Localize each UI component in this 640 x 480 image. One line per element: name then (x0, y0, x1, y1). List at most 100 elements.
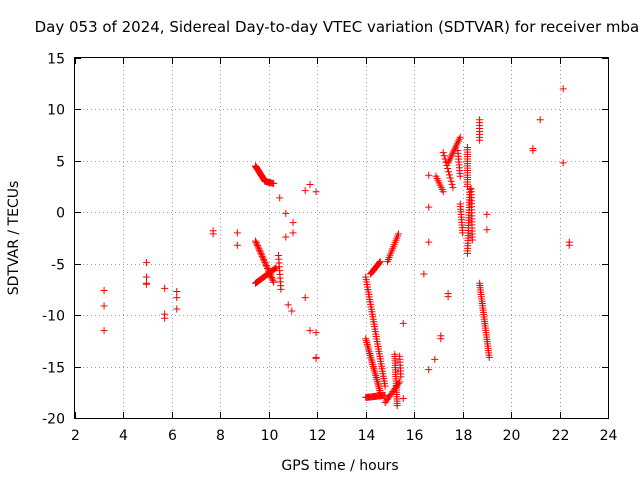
y-tick-label: -20 (42, 412, 65, 428)
data-point (268, 275, 276, 283)
x-tick-label: 4 (119, 428, 128, 444)
x-tick-label: 20 (503, 428, 521, 444)
data-point (373, 375, 381, 383)
data-point (447, 177, 455, 185)
x-tick-label: 24 (600, 428, 618, 444)
data-point (368, 359, 376, 367)
data-point (264, 265, 272, 273)
data-point (173, 287, 181, 295)
data-point (456, 133, 464, 141)
data-point (362, 335, 370, 343)
data-point (559, 159, 567, 167)
data-point (301, 294, 309, 302)
data-point (270, 179, 278, 187)
data-point (252, 239, 260, 247)
data-point (260, 255, 268, 263)
data-point (476, 136, 484, 144)
y-tick-label: 15 (47, 52, 65, 68)
y-tick-label: -10 (42, 309, 65, 325)
data-point (209, 230, 217, 238)
data-point (259, 254, 267, 262)
data-point (445, 168, 453, 176)
data-point (559, 85, 567, 93)
data-point (367, 353, 375, 361)
data-point (100, 286, 108, 294)
x-tick-label: 8 (216, 428, 225, 444)
data-point (370, 364, 378, 372)
x-tick-label: 16 (406, 428, 424, 444)
data-point (233, 241, 241, 249)
data-point (282, 233, 290, 241)
data-point (425, 238, 433, 246)
data-point (366, 351, 374, 359)
x-axis-label: GPS time / hours (281, 458, 398, 474)
data-point (261, 258, 269, 266)
data-point (399, 394, 407, 402)
data-point (456, 172, 464, 180)
data-point (142, 273, 150, 281)
data-point (374, 379, 382, 387)
data-point (270, 278, 278, 286)
data-point (365, 346, 373, 354)
data-point (255, 245, 263, 253)
y-axis-label: SDTVAR / TECUs (6, 181, 22, 296)
data-point (142, 280, 150, 288)
data-point (276, 194, 284, 202)
data-point (448, 180, 456, 188)
data-point (254, 242, 262, 250)
data-point (444, 293, 452, 301)
data-point (173, 305, 181, 313)
data-point (366, 350, 374, 358)
data-point (269, 277, 277, 285)
data-point (393, 402, 401, 410)
x-tick-label: 14 (358, 428, 376, 444)
data-point (440, 152, 448, 160)
plot-frame (74, 57, 609, 419)
data-point (374, 381, 382, 389)
data-point (425, 203, 433, 211)
data-point (449, 184, 457, 192)
data-point (397, 373, 405, 381)
data-point (263, 263, 271, 271)
chart-title: Day 053 of 2024, Sidereal Day-to-day VTE… (35, 18, 640, 36)
y-tick-label: -5 (51, 258, 65, 274)
data-point (565, 241, 573, 249)
data-point (463, 249, 471, 257)
data-point (161, 284, 169, 292)
data-point (256, 246, 264, 254)
data-point (375, 383, 383, 391)
data-point (439, 149, 447, 157)
data-point (258, 252, 266, 260)
data-point (399, 319, 407, 327)
data-point (258, 251, 266, 259)
x-tick-label: 22 (552, 428, 570, 444)
x-tick-label: 2 (71, 428, 80, 444)
data-point (371, 368, 379, 376)
x-tick-label: 10 (261, 428, 279, 444)
x-tick-label: 12 (309, 428, 327, 444)
data-point (362, 337, 370, 345)
data-point (437, 335, 445, 343)
data-point (483, 226, 491, 234)
data-point (100, 327, 108, 335)
data-point (376, 258, 384, 266)
data-point (256, 248, 264, 256)
data-point (312, 188, 320, 196)
data-point (445, 171, 453, 179)
data-point (301, 187, 309, 195)
data-point (142, 259, 150, 267)
y-tick-label: -15 (42, 361, 65, 377)
x-axis: 2 4 6 8 10 12 14 16 18 20 22 24 (71, 58, 617, 444)
data-point (312, 354, 320, 362)
data-point (100, 302, 108, 310)
data-point (173, 294, 181, 302)
data-point (371, 370, 379, 378)
data-point (364, 342, 372, 350)
data-point (483, 210, 491, 218)
data-point (257, 249, 265, 257)
y-tick-label: 10 (47, 103, 65, 119)
data-point (364, 344, 372, 352)
data-point (254, 243, 262, 251)
x-tick-label: 18 (455, 428, 473, 444)
